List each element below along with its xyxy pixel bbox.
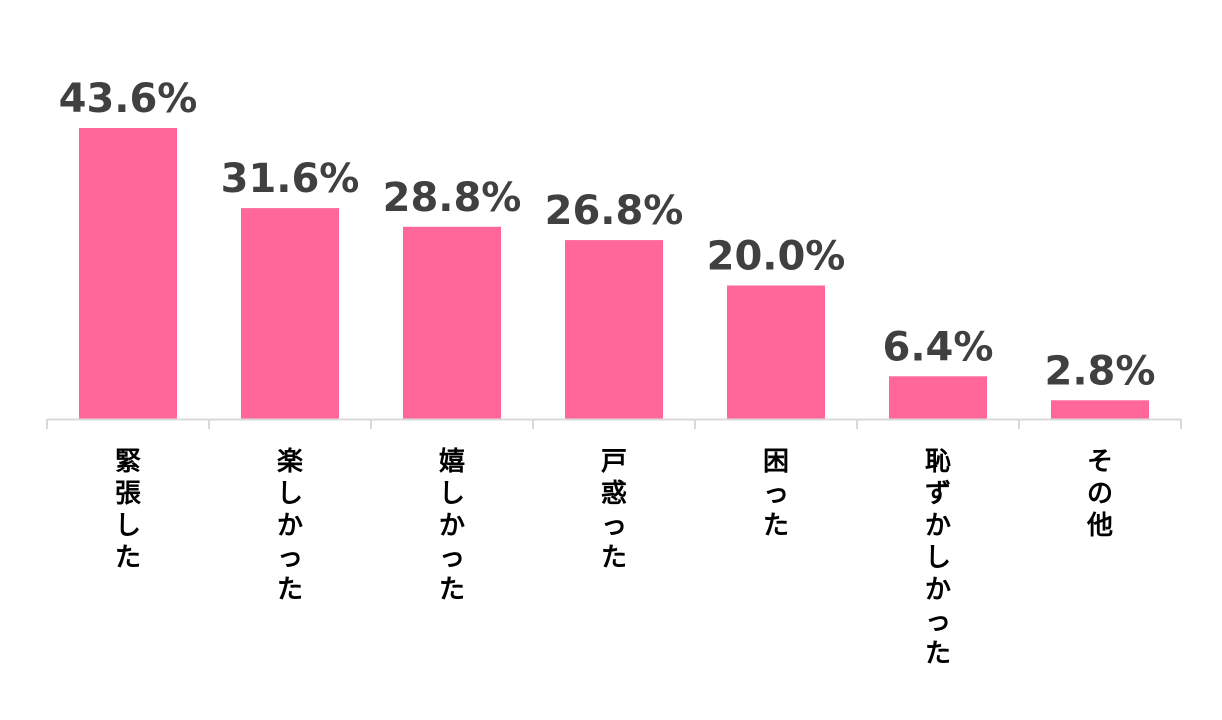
data-label-5: 20.0% — [707, 234, 846, 280]
data-label-4: 26.8% — [545, 188, 684, 234]
bar-1 — [79, 128, 177, 419]
data-label-3: 28.8% — [383, 175, 522, 221]
bar-2 — [241, 208, 339, 419]
category-label-2: 楽しかった — [277, 447, 304, 605]
category-label-7: その他 — [1086, 447, 1113, 541]
bar-5 — [727, 285, 825, 419]
bars-group — [79, 128, 1149, 419]
category-label-5: 困った — [763, 447, 789, 541]
data-label-6: 6.4% — [883, 324, 994, 370]
data-labels-group: 43.6% 31.6% 28.8% 26.8% 20.0% 6.4% 2.8% — [59, 76, 1156, 394]
bar-6 — [889, 376, 987, 419]
category-label-4: 戸惑った — [601, 447, 627, 573]
category-labels-group: 緊張した 楽しかった 嬉しかった 戸惑った 困った 恥ずかしかった その他 — [115, 447, 1113, 669]
data-label-7: 2.8% — [1045, 348, 1156, 394]
bar-3 — [403, 226, 501, 419]
data-label-1: 43.6% — [59, 76, 198, 122]
bar-7 — [1051, 400, 1149, 419]
x-axis — [46, 418, 1182, 429]
category-label-3: 嬉しかった — [439, 447, 465, 605]
category-label-1: 緊張した — [115, 447, 141, 573]
bar-4 — [565, 240, 663, 419]
category-label-6: 恥ずかしかった — [925, 447, 951, 669]
data-label-2: 31.6% — [221, 156, 360, 202]
